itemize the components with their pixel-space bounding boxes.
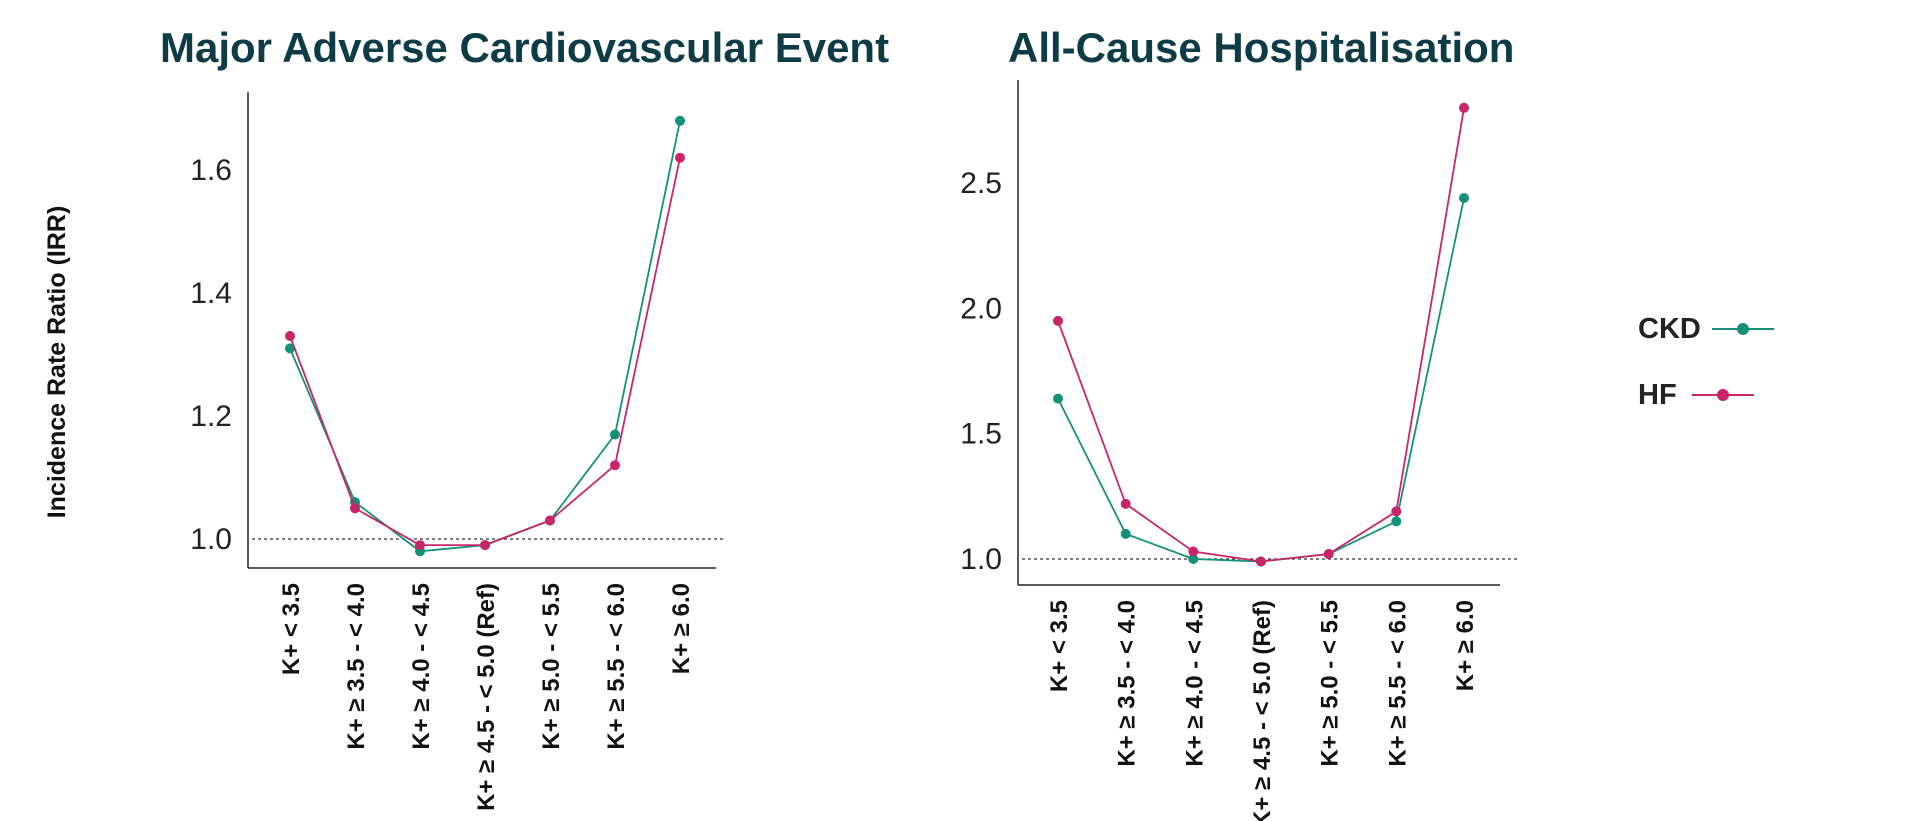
x-tick-label: K+ ≥ 4.0 - < 4.5 [1181,600,1208,767]
data-point-hf [285,331,295,341]
data-point-ckd [285,343,295,354]
y-tick-label: 1.0 [190,523,232,556]
data-point-hf [1256,556,1266,567]
data-point-hf [1120,498,1131,509]
data-point-ckd [610,429,620,440]
legend: CKD HF [1638,313,1774,411]
panel-major-adverse-cardiovascular-event: Major Adverse Cardiovascular Event 1.0 1.… [160,24,889,811]
chart-title-mace: Major Adverse Cardiovascular Event [160,24,889,71]
data-point-hf [610,460,620,471]
legend-marker-hf [1717,389,1729,401]
x-tick-label: K+ ≥ 5.0 - < 5.5 [1317,600,1344,767]
data-point-hf [1391,506,1402,517]
data-point-ckd [1459,193,1469,203]
chart-title-hospitalisation: All-Cause Hospitalisation [1008,24,1514,71]
panel-all-cause-hospitalisation: All-Cause Hospitalisation 1.0 1.5 2.0 2.5 K+… [960,24,1520,821]
y-tick-label: 1.2 [190,400,232,433]
data-point-hf [545,515,555,526]
x-tick-label: K+ ≥ 3.5 - < 4.0 [1114,600,1141,767]
legend-item-hf: HF [1638,379,1754,411]
series-line-ckd [1057,197,1465,563]
x-tick-label: K+ ≥ 4.5 - < 5.0 (Ref) [473,583,500,811]
legend-item-ckd: CKD [1638,313,1774,345]
y-tick-label: 1.6 [190,154,232,187]
y-tick-label: 1.4 [190,277,232,310]
data-point-hf [675,152,685,163]
x-tick-label: K+ ≥ 5.5 - < 6.0 [1384,600,1411,767]
data-point-hf [480,540,490,551]
x-tick-label: K+ ≥ 3.5 - < 4.0 [343,583,370,750]
legend-label-hf: HF [1638,379,1677,411]
y-tick-label: 1.5 [960,418,1002,451]
x-tick-label: K+ ≥ 4.5 - < 5.0 (Ref) [1249,600,1276,821]
x-tick-label: K+ ≥ 5.0 - < 5.5 [538,583,565,750]
x-tick-label: K+ ≥ 6.0 [1452,600,1479,691]
y-tick-label: 2.0 [960,292,1002,325]
y-axis-title-group: Incidence Rate Ratio (IRR) [43,206,71,519]
x-tick-label: K+ ≥ 5.5 - < 6.0 [603,583,630,750]
legend-label-ckd: CKD [1638,313,1701,345]
x-tick-label: K+ ≥ 6.0 [668,583,695,674]
x-tick-label: K+ < 3.5 [278,583,305,675]
data-point-hf [1188,546,1199,557]
data-point-hf [1323,549,1334,559]
data-point-hf [1053,315,1063,326]
series-line-ckd [289,120,681,553]
y-axis-title: Incidence Rate Ratio (IRR) [43,206,71,519]
data-point-hf [415,540,425,551]
data-point-hf [350,503,360,514]
data-point-ckd [675,115,685,126]
data-point-ckd [1188,554,1199,564]
data-point-ckd [1391,516,1402,527]
series-line-hf [1057,107,1465,563]
y-tick-label: 1.0 [960,543,1002,576]
y-tick-label: 2.5 [960,167,1002,200]
x-tick-label: K+ < 3.5 [1046,600,1073,692]
legend-marker-ckd [1737,323,1749,335]
x-tick-label: K+ ≥ 4.0 - < 4.5 [408,583,435,750]
data-point-ckd [1053,393,1063,404]
data-point-hf [1459,102,1469,113]
data-point-ckd [1120,528,1131,539]
